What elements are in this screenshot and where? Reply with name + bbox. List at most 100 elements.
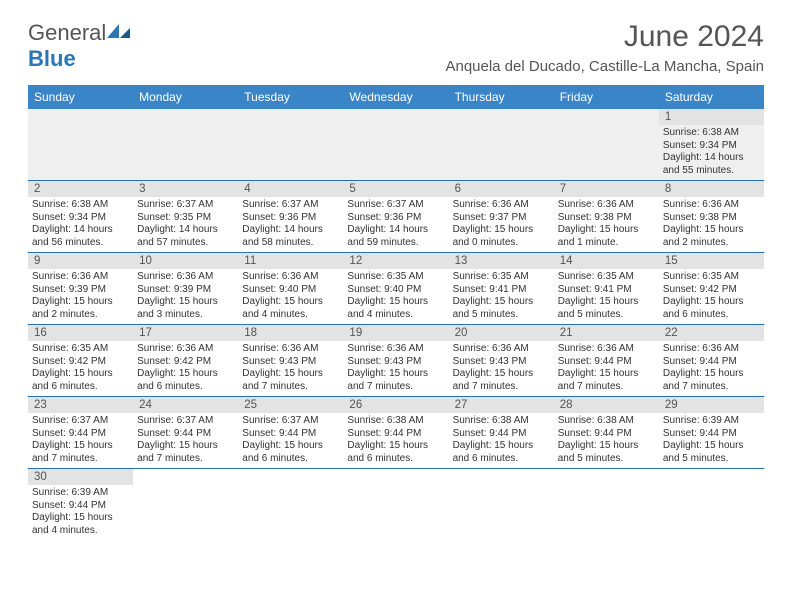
weekday-header: Monday <box>133 85 238 109</box>
brand-name: GeneralBlue <box>28 20 132 72</box>
calendar-cell <box>133 109 238 181</box>
daylight-text: Daylight: 15 hours and 7 minutes. <box>137 440 234 465</box>
day-number: 3 <box>133 181 238 197</box>
day-content: Sunrise: 6:36 AMSunset: 9:39 PMDaylight:… <box>28 269 133 324</box>
day-content: Sunrise: 6:36 AMSunset: 9:38 PMDaylight:… <box>659 197 764 252</box>
weekday-header: Tuesday <box>238 85 343 109</box>
sunset-text: Sunset: 9:44 PM <box>453 428 550 441</box>
day-content: Sunrise: 6:36 AMSunset: 9:40 PMDaylight:… <box>238 269 343 324</box>
calendar-cell: 23Sunrise: 6:37 AMSunset: 9:44 PMDayligh… <box>28 397 133 469</box>
daylight-text: Daylight: 15 hours and 0 minutes. <box>453 224 550 249</box>
calendar-cell: 24Sunrise: 6:37 AMSunset: 9:44 PMDayligh… <box>133 397 238 469</box>
sunset-text: Sunset: 9:39 PM <box>137 284 234 297</box>
sunset-text: Sunset: 9:44 PM <box>663 428 760 441</box>
day-content: Sunrise: 6:37 AMSunset: 9:35 PMDaylight:… <box>133 197 238 252</box>
sunrise-text: Sunrise: 6:36 AM <box>558 343 655 356</box>
sunset-text: Sunset: 9:44 PM <box>558 356 655 369</box>
day-number: 28 <box>554 397 659 413</box>
day-number: 27 <box>449 397 554 413</box>
daylight-text: Daylight: 15 hours and 6 minutes. <box>242 440 339 465</box>
calendar-cell: 8Sunrise: 6:36 AMSunset: 9:38 PMDaylight… <box>659 181 764 253</box>
sunset-text: Sunset: 9:44 PM <box>32 428 129 441</box>
day-content: Sunrise: 6:36 AMSunset: 9:42 PMDaylight:… <box>133 341 238 396</box>
sunset-text: Sunset: 9:44 PM <box>137 428 234 441</box>
calendar-cell: 4Sunrise: 6:37 AMSunset: 9:36 PMDaylight… <box>238 181 343 253</box>
sail-icon <box>106 22 132 40</box>
sunrise-text: Sunrise: 6:37 AM <box>137 199 234 212</box>
sunrise-text: Sunrise: 6:38 AM <box>663 127 760 140</box>
weekday-header: Thursday <box>449 85 554 109</box>
day-content: Sunrise: 6:35 AMSunset: 9:41 PMDaylight:… <box>449 269 554 324</box>
calendar-cell: 28Sunrise: 6:38 AMSunset: 9:44 PMDayligh… <box>554 397 659 469</box>
calendar-cell <box>449 109 554 181</box>
daylight-text: Daylight: 15 hours and 6 minutes. <box>347 440 444 465</box>
sunrise-text: Sunrise: 6:37 AM <box>242 415 339 428</box>
sunset-text: Sunset: 9:42 PM <box>663 284 760 297</box>
sunrise-text: Sunrise: 6:38 AM <box>453 415 550 428</box>
sunrise-text: Sunrise: 6:38 AM <box>558 415 655 428</box>
sunrise-text: Sunrise: 6:36 AM <box>137 271 234 284</box>
day-number: 21 <box>554 325 659 341</box>
day-number: 23 <box>28 397 133 413</box>
day-content: Sunrise: 6:37 AMSunset: 9:44 PMDaylight:… <box>28 413 133 468</box>
daylight-text: Daylight: 14 hours and 56 minutes. <box>32 224 129 249</box>
day-content: Sunrise: 6:38 AMSunset: 9:44 PMDaylight:… <box>449 413 554 468</box>
sunrise-text: Sunrise: 6:35 AM <box>32 343 129 356</box>
calendar-cell: 10Sunrise: 6:36 AMSunset: 9:39 PMDayligh… <box>133 253 238 325</box>
sunset-text: Sunset: 9:43 PM <box>453 356 550 369</box>
sunrise-text: Sunrise: 6:39 AM <box>663 415 760 428</box>
daylight-text: Daylight: 15 hours and 6 minutes. <box>453 440 550 465</box>
calendar-cell: 5Sunrise: 6:37 AMSunset: 9:36 PMDaylight… <box>343 181 448 253</box>
day-content: Sunrise: 6:38 AMSunset: 9:44 PMDaylight:… <box>343 413 448 468</box>
day-content: Sunrise: 6:36 AMSunset: 9:44 PMDaylight:… <box>554 341 659 396</box>
daylight-text: Daylight: 15 hours and 7 minutes. <box>347 368 444 393</box>
calendar-cell: 15Sunrise: 6:35 AMSunset: 9:42 PMDayligh… <box>659 253 764 325</box>
daylight-text: Daylight: 15 hours and 7 minutes. <box>32 440 129 465</box>
daylight-text: Daylight: 15 hours and 6 minutes. <box>32 368 129 393</box>
sunset-text: Sunset: 9:35 PM <box>137 212 234 225</box>
sunset-text: Sunset: 9:43 PM <box>347 356 444 369</box>
day-content: Sunrise: 6:36 AMSunset: 9:38 PMDaylight:… <box>554 197 659 252</box>
sunset-text: Sunset: 9:38 PM <box>558 212 655 225</box>
day-number: 8 <box>659 181 764 197</box>
header: GeneralBlue June 2024 Anquela del Ducado… <box>28 20 764 75</box>
calendar-week-row: 30Sunrise: 6:39 AMSunset: 9:44 PMDayligh… <box>28 469 764 541</box>
day-number: 19 <box>343 325 448 341</box>
daylight-text: Daylight: 15 hours and 7 minutes. <box>558 368 655 393</box>
daylight-text: Daylight: 15 hours and 2 minutes. <box>32 296 129 321</box>
day-content: Sunrise: 6:37 AMSunset: 9:36 PMDaylight:… <box>343 197 448 252</box>
sunrise-text: Sunrise: 6:35 AM <box>347 271 444 284</box>
location: Anquela del Ducado, Castille-La Mancha, … <box>445 58 764 75</box>
calendar-table: Sunday Monday Tuesday Wednesday Thursday… <box>28 85 764 540</box>
daylight-text: Daylight: 14 hours and 55 minutes. <box>663 152 760 177</box>
day-number: 6 <box>449 181 554 197</box>
sunset-text: Sunset: 9:40 PM <box>347 284 444 297</box>
sunrise-text: Sunrise: 6:35 AM <box>453 271 550 284</box>
sunrise-text: Sunrise: 6:36 AM <box>242 271 339 284</box>
day-content: Sunrise: 6:36 AMSunset: 9:43 PMDaylight:… <box>238 341 343 396</box>
daylight-text: Daylight: 15 hours and 7 minutes. <box>453 368 550 393</box>
calendar-cell <box>28 109 133 181</box>
calendar-week-row: 1Sunrise: 6:38 AMSunset: 9:34 PMDaylight… <box>28 109 764 181</box>
day-number: 29 <box>659 397 764 413</box>
day-content: Sunrise: 6:35 AMSunset: 9:42 PMDaylight:… <box>659 269 764 324</box>
day-content: Sunrise: 6:37 AMSunset: 9:44 PMDaylight:… <box>133 413 238 468</box>
sunset-text: Sunset: 9:44 PM <box>558 428 655 441</box>
calendar-cell: 3Sunrise: 6:37 AMSunset: 9:35 PMDaylight… <box>133 181 238 253</box>
day-content: Sunrise: 6:39 AMSunset: 9:44 PMDaylight:… <box>28 485 133 540</box>
sunset-text: Sunset: 9:42 PM <box>137 356 234 369</box>
sunset-text: Sunset: 9:44 PM <box>347 428 444 441</box>
daylight-text: Daylight: 15 hours and 6 minutes. <box>663 296 760 321</box>
sunrise-text: Sunrise: 6:38 AM <box>32 199 129 212</box>
sunrise-text: Sunrise: 6:36 AM <box>137 343 234 356</box>
sunset-text: Sunset: 9:34 PM <box>663 140 760 153</box>
calendar-cell: 19Sunrise: 6:36 AMSunset: 9:43 PMDayligh… <box>343 325 448 397</box>
calendar-cell <box>238 469 343 541</box>
sunrise-text: Sunrise: 6:36 AM <box>663 343 760 356</box>
calendar-cell <box>343 469 448 541</box>
sunset-text: Sunset: 9:38 PM <box>663 212 760 225</box>
day-content: Sunrise: 6:38 AMSunset: 9:34 PMDaylight:… <box>28 197 133 252</box>
daylight-text: Daylight: 14 hours and 59 minutes. <box>347 224 444 249</box>
daylight-text: Daylight: 15 hours and 5 minutes. <box>663 440 760 465</box>
calendar-cell: 11Sunrise: 6:36 AMSunset: 9:40 PMDayligh… <box>238 253 343 325</box>
